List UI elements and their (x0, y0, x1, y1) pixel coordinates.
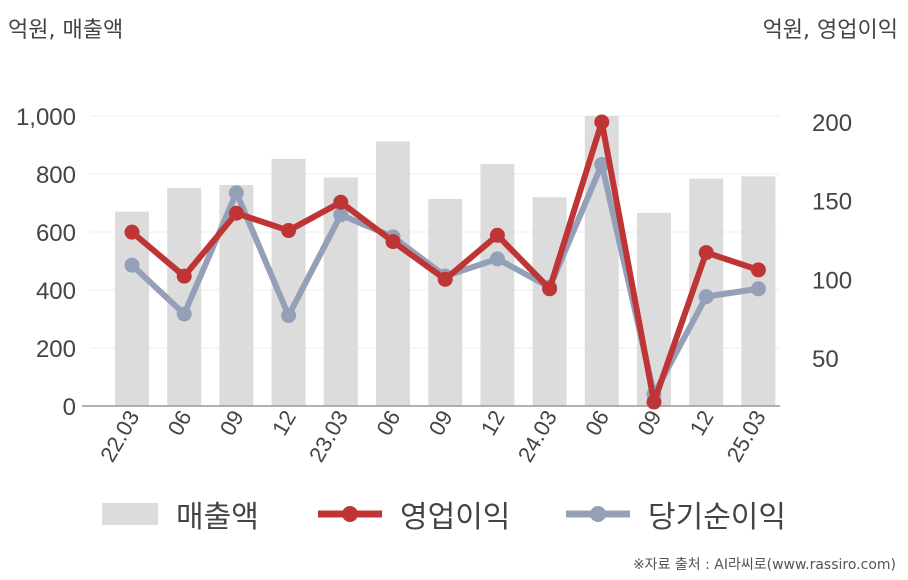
point-operating-profit (176, 268, 192, 284)
x-tick-label: 23.03 (304, 406, 353, 466)
legend-label-operating-profit: 영업이익 (400, 500, 511, 535)
left-tick-label: 400 (36, 278, 76, 305)
point-operating-profit (646, 394, 662, 410)
legend-item-net-income: 당기순이익 (566, 492, 786, 536)
x-tick-label: 12 (685, 406, 719, 440)
x-tick-label: 09 (632, 406, 666, 440)
bar-revenue (532, 197, 567, 406)
point-net-income (594, 156, 610, 172)
right-tick-label: 150 (812, 189, 852, 216)
point-operating-profit (228, 205, 244, 221)
point-operating-profit (281, 223, 297, 239)
legend-line-swatch (318, 506, 382, 522)
legend: 매출액 영업이익 당기순이익 (0, 492, 908, 536)
combo-chart: 0 200 400 600 800 1,000 50 100 150 200 22.03 06 09 12… (16, 104, 852, 466)
point-net-income (176, 306, 192, 322)
legend-label-net-income: 당기순이익 (648, 500, 786, 535)
left-axis-unit: 억원, 매출액 (8, 18, 124, 43)
legend-line-swatch (566, 506, 630, 522)
x-tick-label: 12 (476, 406, 510, 440)
legend-bar-swatch (102, 503, 158, 525)
x-tick-label: 09 (424, 406, 458, 440)
point-operating-profit (594, 114, 610, 130)
x-tick-label: 25.03 (722, 406, 771, 466)
left-tick-label: 200 (36, 336, 76, 363)
point-operating-profit (124, 224, 140, 240)
bar-revenue (167, 187, 202, 406)
point-operating-profit (542, 281, 558, 297)
left-tick-label: 800 (36, 162, 76, 189)
right-axis-unit: 억원, 영업이익 (762, 18, 898, 43)
left-tick-label: 0 (63, 394, 76, 421)
point-operating-profit (333, 194, 349, 210)
left-tick-label: 600 (36, 220, 76, 247)
x-tick-label: 12 (267, 406, 301, 440)
point-net-income (333, 207, 349, 223)
point-net-income (489, 251, 505, 267)
bar-revenue (480, 164, 515, 406)
point-operating-profit (385, 234, 401, 250)
point-net-income (750, 281, 766, 297)
bar-revenue (376, 141, 410, 406)
point-net-income (124, 257, 140, 273)
x-tick-label: 24.03 (513, 406, 562, 466)
point-net-income (228, 185, 244, 201)
source-note: ※자료 출처 : AI라씨로(www.rassiro.com) (632, 557, 896, 573)
point-operating-profit (698, 245, 714, 261)
left-tick-label: 1,000 (16, 104, 76, 131)
point-operating-profit (489, 227, 505, 243)
point-operating-profit (750, 262, 766, 278)
x-tick-label: 09 (215, 406, 249, 440)
right-tick-label: 50 (812, 346, 839, 373)
point-operating-profit (437, 271, 453, 287)
right-tick-label: 200 (812, 110, 852, 137)
x-tick-label: 06 (580, 406, 614, 440)
point-net-income (698, 289, 714, 305)
bar-revenue (428, 198, 463, 406)
point-net-income (281, 308, 297, 324)
right-tick-label: 100 (812, 267, 852, 294)
legend-item-revenue: 매출액 (102, 492, 259, 536)
legend-label-revenue: 매출액 (176, 500, 259, 535)
legend-item-operating-profit: 영업이익 (318, 492, 510, 536)
x-tick-label: 06 (163, 406, 197, 440)
x-tick-label: 06 (371, 406, 405, 440)
x-tick-label: 22.03 (95, 406, 144, 466)
